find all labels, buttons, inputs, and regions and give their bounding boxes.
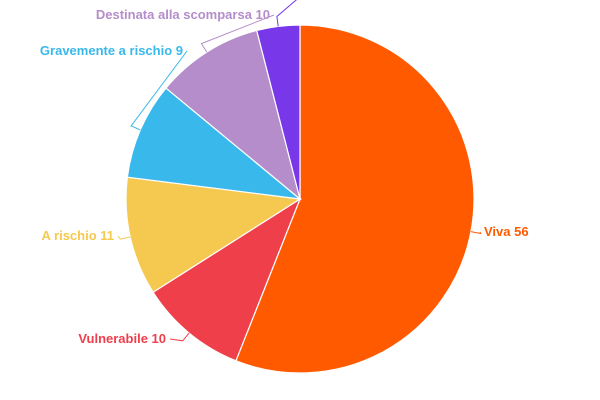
leader-line bbox=[169, 332, 190, 342]
leader-line bbox=[470, 231, 482, 235]
leader-line bbox=[276, 0, 297, 27]
pie-slice-vulnerabile[interactable] bbox=[152, 197, 302, 362]
leader-line bbox=[130, 50, 188, 131]
leader-line bbox=[200, 14, 275, 53]
pie-slice-gravemente-a-rischio[interactable] bbox=[126, 87, 302, 200]
slice-label: Viva 56 bbox=[484, 224, 529, 239]
slice-label: Vulnerabile 10 bbox=[78, 331, 166, 346]
slice-label: Estinta 4 bbox=[244, 0, 299, 2]
slice-label: Gravemente a rischio 9 bbox=[40, 43, 183, 58]
slice-label: A rischio 11 bbox=[42, 228, 115, 243]
pie-slice-a-rischio[interactable] bbox=[125, 176, 302, 294]
slice-label: Destinata alla scomparsa 10 bbox=[96, 7, 270, 22]
leader-line bbox=[117, 235, 131, 240]
